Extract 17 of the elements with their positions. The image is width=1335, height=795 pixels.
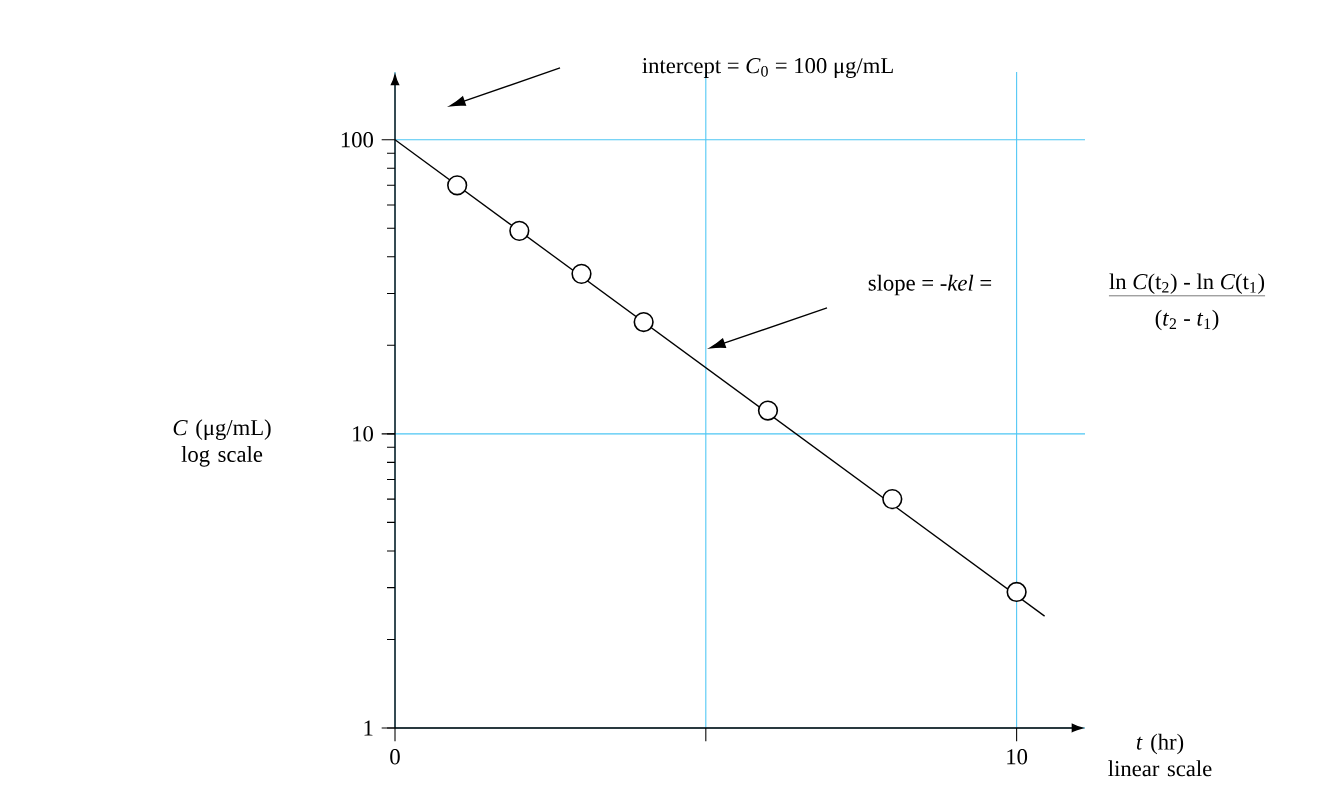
text: (t$_{2}$ - t$_{1}$) [1155, 309, 1219, 331]
point [633, 311, 654, 333]
y-tick-label: 10 [353, 426, 373, 442]
x-axis-title: t (hr) linear scale [1108, 733, 1212, 777]
y-tick-label: 1 [364, 720, 373, 736]
point [509, 220, 530, 242]
annotation: slope = -kel = [868, 274, 992, 296]
text: ln C(t$_{2}$) - ln C(t$_{1}$) [1109, 273, 1265, 294]
y-axis-title: C (μg/mL) log scale [173, 419, 271, 467]
x-tick-label: 0 [390, 749, 400, 765]
point [571, 263, 592, 284]
annotation: intercept = C$_{0}$ = 100 μg/mL [642, 58, 893, 78]
point [447, 175, 468, 196]
point [1006, 581, 1027, 603]
y-tick-label: 100 [341, 132, 373, 148]
point [882, 488, 903, 510]
point [757, 400, 779, 421]
